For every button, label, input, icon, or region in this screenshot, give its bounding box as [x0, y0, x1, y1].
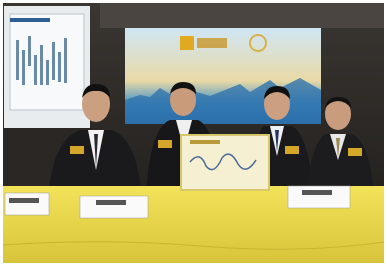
banner-logo	[180, 36, 194, 50]
name-card-3-text	[302, 190, 332, 195]
page	[0, 0, 387, 266]
name-card-1	[5, 193, 49, 215]
ceiling	[100, 3, 384, 28]
poster-heading	[190, 140, 220, 144]
name-card-3	[288, 186, 350, 208]
slide-heading	[10, 18, 50, 22]
name-card-2-text	[96, 200, 126, 205]
name-card-1-text	[9, 198, 39, 203]
name-card-2	[80, 196, 148, 218]
photo	[0, 0, 387, 266]
banner-logo-text	[197, 38, 227, 48]
